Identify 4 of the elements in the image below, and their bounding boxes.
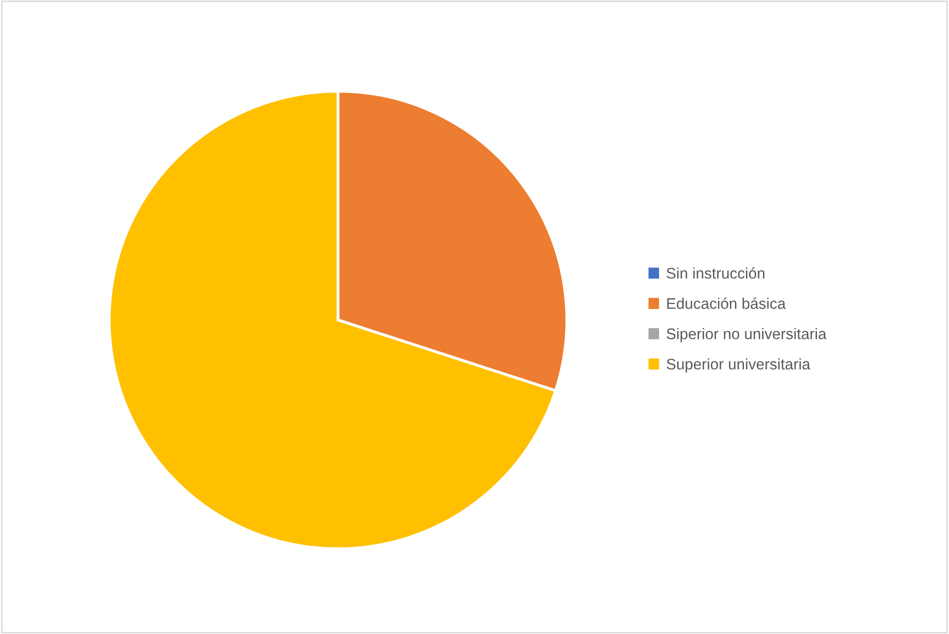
legend-label: Siperior no universitaria bbox=[666, 328, 826, 342]
legend-label: Superior universitaria bbox=[666, 358, 810, 373]
legend-label: Educación básica bbox=[667, 298, 786, 309]
legend-label: Sin instrucción bbox=[666, 267, 764, 279]
